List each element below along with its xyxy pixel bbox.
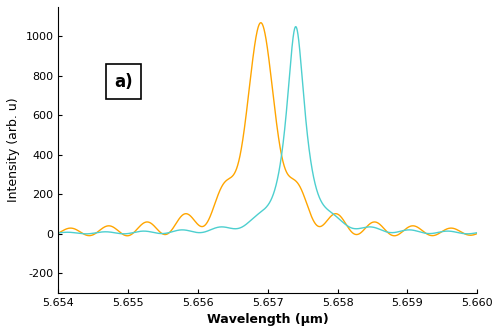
X-axis label: Wavelength (μm): Wavelength (μm)	[207, 313, 328, 326]
Y-axis label: Intensity (arb. u): Intensity (arb. u)	[7, 98, 20, 202]
Text: a): a)	[114, 73, 133, 91]
